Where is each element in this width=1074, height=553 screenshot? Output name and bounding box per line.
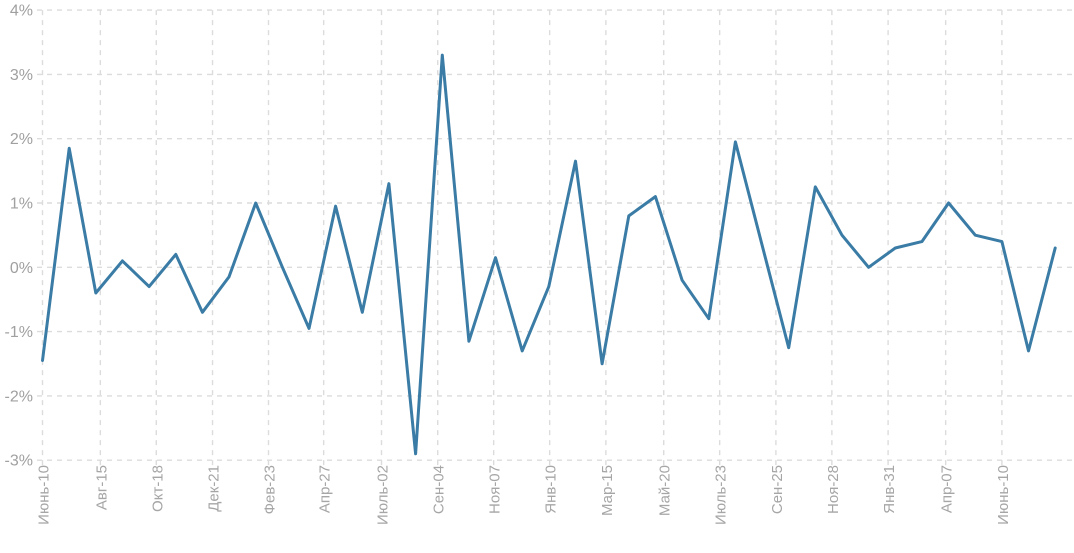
y-axis-tick-label: 4% xyxy=(10,3,33,20)
y-axis-tick-label: 1% xyxy=(10,196,33,213)
x-axis-tick-label: Мар-15 xyxy=(599,465,616,516)
x-axis-tick-label: Июль-23 xyxy=(713,465,730,525)
series-line-percent-change xyxy=(41,53,1057,456)
x-axis-tick-label: Июнь-10 xyxy=(36,465,53,525)
y-axis-tick-label: 2% xyxy=(10,131,33,148)
x-axis-tick-label: Сен-04 xyxy=(431,465,448,514)
y-axis-tick-label: 0% xyxy=(10,260,33,277)
x-axis-tick-label: Сен-25 xyxy=(769,465,786,514)
y-axis-tick-label: 3% xyxy=(10,67,33,84)
x-axis-tick-label: Окт-18 xyxy=(149,465,166,512)
y-axis-tick-label: -1% xyxy=(5,324,33,341)
x-axis-tick-label: Дек-21 xyxy=(206,465,223,512)
x-axis-tick-label: Ноя-07 xyxy=(487,465,504,514)
x-axis-tick-label: Ноя-28 xyxy=(825,465,842,514)
y-axis-tick-label: -3% xyxy=(5,453,33,470)
x-axis-tick-label: Апр-07 xyxy=(939,465,956,513)
x-axis-tick-label: Янв-10 xyxy=(543,465,560,514)
x-axis-tick-label: Фев-23 xyxy=(261,465,278,514)
x-axis-tick-label: Июль-02 xyxy=(374,465,391,525)
x-axis-tick-label: Апр-27 xyxy=(317,465,334,513)
x-axis-tick-label: Авг-15 xyxy=(93,465,110,510)
y-axis-tick-label: -2% xyxy=(5,388,33,405)
x-axis-tick-label: Май-20 xyxy=(657,465,674,516)
x-axis-tick-label: Июнь-10 xyxy=(995,465,1012,525)
x-axis-tick-label: Янв-31 xyxy=(881,465,898,514)
